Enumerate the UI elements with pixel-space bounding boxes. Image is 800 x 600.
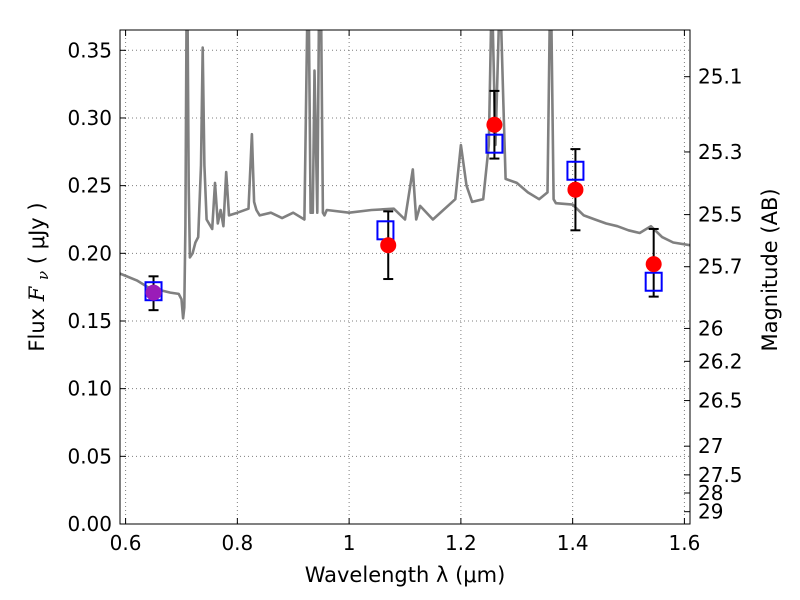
- right-axis-tick-label: 27: [698, 434, 723, 458]
- y-axis-label-subscript: ν: [34, 271, 52, 280]
- model-point: [644, 271, 663, 292]
- y-tick-label: 0.15: [67, 309, 112, 333]
- x-tick-label: 1.4: [557, 531, 589, 555]
- axis-tick-labels: 0.6 0.8 1 1.2 1.4 1.6 0.00 0.05 0.10 0.15 0.20 0.25…: [67, 38, 742, 555]
- x-tick-label: 0.6: [110, 531, 142, 555]
- x-tick-label: 1.6: [669, 531, 701, 555]
- observed-points: [145, 116, 662, 301]
- x-tick-label: 1.2: [445, 531, 477, 555]
- y-axis-label-symbol: F: [25, 285, 49, 302]
- right-axis-tick-label: 27.5: [698, 463, 743, 487]
- right-axis-tick-label: 28: [698, 481, 723, 505]
- model-point: [376, 220, 395, 241]
- right-axis-tick-label: 26: [698, 316, 723, 340]
- spectrum-layer: [120, 30, 690, 320]
- x-tick-label: 0.8: [221, 531, 253, 555]
- observed-point: [486, 116, 503, 133]
- x-axis-label: Wavelength λ (μm): [305, 563, 506, 587]
- y-axis-label-prefix: Flux: [25, 301, 49, 351]
- y-tick-label: 0.30: [67, 106, 112, 130]
- observed-point: [645, 256, 662, 273]
- y-axis-label-unit: ( μJy ): [25, 202, 49, 264]
- y-tick-label: 0.05: [67, 444, 112, 468]
- right-axis-tick-label: 25.7: [698, 255, 743, 279]
- right-axis-label: Magnitude (AB): [758, 188, 782, 351]
- observed-point: [567, 181, 584, 198]
- spectrum-line: [120, 30, 690, 320]
- observed-point: [380, 237, 397, 254]
- model-point: [485, 133, 504, 154]
- observed-point: [145, 284, 162, 301]
- y-tick-label: 0.25: [67, 174, 112, 198]
- axis-ticks: [120, 30, 690, 525]
- right-axis-tick-label: 25.5: [698, 203, 743, 227]
- grid-lines: [120, 30, 690, 525]
- x-tick-label: 1: [343, 531, 356, 555]
- y-axis-label: Flux F ν ( μJy ): [25, 202, 53, 351]
- model-point: [566, 160, 585, 181]
- plot-frame: [119, 29, 691, 525]
- right-axis-tick-label: 29: [698, 500, 723, 524]
- right-axis-tick-label: 25.1: [698, 65, 743, 89]
- y-tick-label: 0.00: [67, 512, 112, 536]
- right-axis-tick-label: 26.2: [698, 349, 743, 373]
- y-tick-label: 0.35: [67, 38, 112, 62]
- y-tick-label: 0.20: [67, 241, 112, 265]
- right-axis-tick-label: 25.3: [698, 140, 743, 164]
- y-tick-label: 0.10: [67, 377, 112, 401]
- right-axis-tick-label: 26.5: [698, 389, 743, 413]
